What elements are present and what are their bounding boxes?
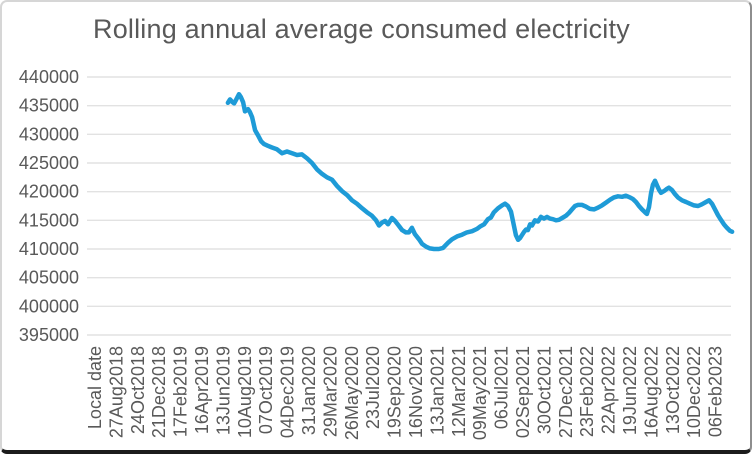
x-axis-tick-label: 16Aug2022 bbox=[641, 346, 661, 438]
x-axis-tick-label: 23Feb2022 bbox=[577, 346, 597, 437]
x-axis-tick-label: 27Dec2021 bbox=[556, 346, 576, 438]
x-axis-tick-label: 10Aug2019 bbox=[235, 346, 255, 438]
y-axis-tick-label: 395000 bbox=[19, 325, 79, 345]
x-axis-tick-label: 31Jan2020 bbox=[299, 346, 319, 435]
series-line bbox=[225, 91, 735, 252]
y-axis-tick-label: 405000 bbox=[19, 268, 79, 288]
x-axis-tick-label: 24Oct2018 bbox=[128, 346, 148, 434]
y-axis-tick-label: 440000 bbox=[19, 67, 79, 87]
x-axis-tick-label: 04Dec2019 bbox=[278, 346, 298, 438]
x-axis-tick-label: 19Sep2020 bbox=[385, 346, 405, 438]
chart-title: Rolling annual average consumed electric… bbox=[93, 14, 630, 44]
x-axis-tick-label: 29Mar2020 bbox=[320, 346, 340, 437]
x-axis-tick-label: 27Aug2018 bbox=[106, 346, 126, 438]
x-axis-tick-label: 19Jun2022 bbox=[620, 346, 640, 435]
x-axis-tick-label: 21Dec2018 bbox=[149, 346, 169, 438]
x-axis-tick-label: 02Sep2021 bbox=[513, 346, 533, 438]
x-axis-tick-label: Local date bbox=[85, 346, 105, 429]
y-axis-tick-label: 420000 bbox=[19, 182, 79, 202]
x-axis-tick-label: 22Apr2022 bbox=[599, 346, 619, 434]
x-axis-tick-label: 26May2020 bbox=[342, 346, 362, 440]
x-axis-tick-label: 23Jul2020 bbox=[363, 346, 383, 429]
y-axis-tick-label: 415000 bbox=[19, 210, 79, 230]
x-axis-tick-label: 07Oct2019 bbox=[256, 346, 276, 434]
x-axis-tick-label: 12Mar2021 bbox=[449, 346, 469, 437]
x-axis-tick-label: 06Jul2021 bbox=[492, 346, 512, 429]
x-axis-tick-label: 16Nov2020 bbox=[406, 346, 426, 438]
x-axis-tick-label: 13Jan2021 bbox=[427, 346, 447, 435]
x-axis-tick-label: 06Feb2023 bbox=[706, 346, 726, 437]
y-axis-tick-label: 435000 bbox=[19, 96, 79, 116]
y-axis-tick-label: 430000 bbox=[19, 124, 79, 144]
y-axis-tick-label: 400000 bbox=[19, 296, 79, 316]
x-axis-tick-label: 30Oct2021 bbox=[534, 346, 554, 434]
x-axis-tick-label: 13Jun2019 bbox=[213, 346, 233, 435]
x-axis-tick-label: 13Oct2022 bbox=[663, 346, 683, 434]
y-axis-tick-label: 410000 bbox=[19, 239, 79, 259]
x-axis-tick-label: 17Feb2019 bbox=[171, 346, 191, 437]
y-axis-tick-label: 425000 bbox=[19, 153, 79, 173]
x-axis-tick-label: 16Apr2019 bbox=[192, 346, 212, 434]
x-axis-tick-label: 10Dec2022 bbox=[684, 346, 704, 438]
x-axis-tick-label: 09May2021 bbox=[470, 346, 490, 440]
